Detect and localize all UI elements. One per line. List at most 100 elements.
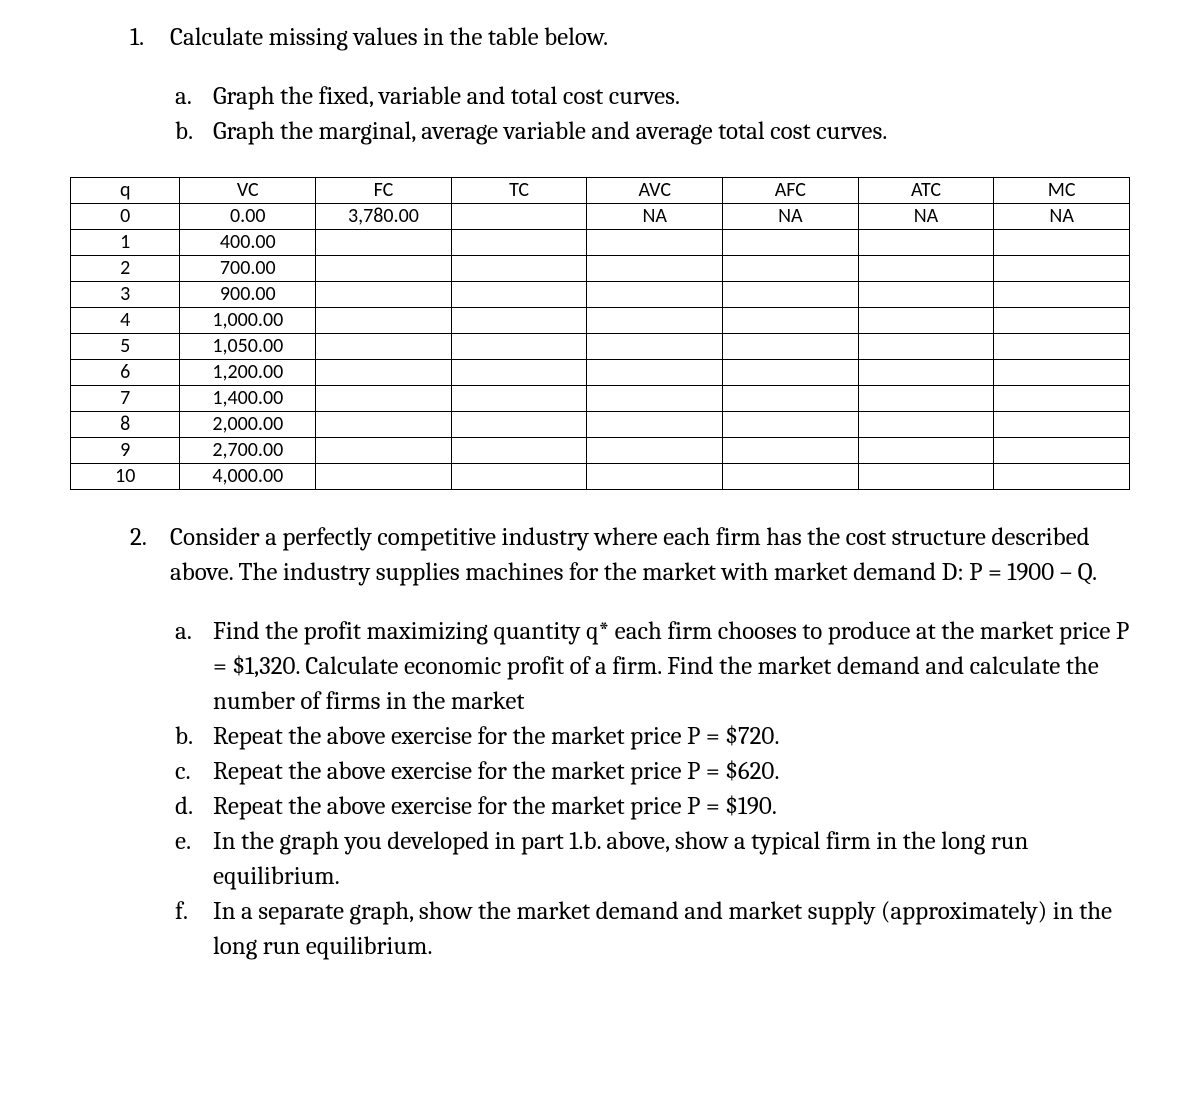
question-2-line: 2. Consider a perfectly competitive indu…	[130, 520, 1130, 590]
sub-letter: a.	[175, 614, 213, 649]
sub-text: Find the profit maximizing quantity q* e…	[213, 614, 1130, 719]
sub-text: In a separate graph, show the market dem…	[213, 894, 1130, 964]
question-2-sub-b: b.Repeat the above exercise for the mark…	[175, 719, 1130, 754]
question-2-sub-d: d.Repeat the above exercise for the mark…	[175, 789, 1130, 824]
sub-letter: f.	[175, 894, 213, 929]
question-1-line: 1. Calculate missing values in the table…	[130, 20, 1130, 55]
table-cell: 700.00	[180, 256, 316, 282]
table-cell	[858, 360, 994, 386]
table-cell: 1,000.00	[180, 308, 316, 334]
table-cell: 900.00	[180, 282, 316, 308]
table-cell	[994, 334, 1130, 360]
table-cell: 3	[71, 282, 180, 308]
table-cell: NA	[858, 204, 994, 230]
question-1-sublist: a.Graph the fixed, variable and total co…	[175, 79, 1130, 149]
sub-text: Graph the marginal, average variable and…	[213, 114, 1130, 149]
table-row: 2700.00	[71, 256, 1130, 282]
table-cell	[316, 438, 452, 464]
table-cell	[858, 464, 994, 490]
table-cell	[587, 464, 723, 490]
table-row: 71,400.00	[71, 386, 1130, 412]
table-cell	[587, 412, 723, 438]
question-2-sub-a: a.Find the profit maximizing quantity q*…	[175, 614, 1130, 719]
table-cell	[858, 334, 994, 360]
table-header-cell: FC	[316, 178, 452, 204]
table-cell	[587, 256, 723, 282]
table-cell: 8	[71, 412, 180, 438]
question-2-number: 2.	[130, 520, 170, 555]
table-cell: 6	[71, 360, 180, 386]
sub-letter: d.	[175, 789, 213, 824]
table-cell: 0	[71, 204, 180, 230]
table-cell	[587, 282, 723, 308]
table-cell: 0.00	[180, 204, 316, 230]
table-cell	[994, 308, 1130, 334]
table-cell: 10	[71, 464, 180, 490]
sub-text: Repeat the above exercise for the market…	[213, 789, 1130, 824]
table-cell	[723, 308, 859, 334]
table-cell	[316, 412, 452, 438]
table-cell	[723, 412, 859, 438]
table-cell	[451, 204, 587, 230]
table-header-cell: AFC	[723, 178, 859, 204]
table-cell: NA	[587, 204, 723, 230]
sub-letter: e.	[175, 824, 213, 859]
table-cell	[994, 360, 1130, 386]
question-1-text: Calculate missing values in the table be…	[170, 20, 1130, 55]
table-cell	[723, 334, 859, 360]
table-cell	[451, 386, 587, 412]
table-cell	[994, 464, 1130, 490]
table-cell	[723, 256, 859, 282]
table-cell	[994, 386, 1130, 412]
table-cell	[994, 412, 1130, 438]
table-cell	[316, 256, 452, 282]
table-header-cell: ATC	[858, 178, 994, 204]
table-cell: NA	[994, 204, 1130, 230]
table-header-cell: AVC	[587, 178, 723, 204]
sub-letter: b.	[175, 719, 213, 754]
table-cell: 2	[71, 256, 180, 282]
table-cell	[858, 282, 994, 308]
table-cell	[451, 334, 587, 360]
table-cell	[858, 308, 994, 334]
table-cell	[994, 282, 1130, 308]
table-header-cell: TC	[451, 178, 587, 204]
table-row: 00.003,780.00NANANANA	[71, 204, 1130, 230]
table-cell	[858, 386, 994, 412]
question-1-sub-b: b.Graph the marginal, average variable a…	[175, 114, 1130, 149]
table-cell	[587, 230, 723, 256]
question-2-sub-e: e.In the graph you developed in part 1.b…	[175, 824, 1130, 894]
table-cell	[587, 438, 723, 464]
table-cell	[723, 438, 859, 464]
table-cell	[723, 230, 859, 256]
sub-letter: b.	[175, 114, 213, 149]
sub-text: In the graph you developed in part 1.b. …	[213, 824, 1130, 894]
table-cell: 2,700.00	[180, 438, 316, 464]
table-row: 41,000.00	[71, 308, 1130, 334]
table-cell	[316, 360, 452, 386]
table-cell	[451, 360, 587, 386]
table-header-row: qVCFCTCAVCAFCATCMC	[71, 178, 1130, 204]
table-cell	[451, 230, 587, 256]
table-cell	[451, 464, 587, 490]
table-row: 82,000.00	[71, 412, 1130, 438]
table-cell	[858, 256, 994, 282]
cost-table: qVCFCTCAVCAFCATCMC 00.003,780.00NANANANA…	[70, 177, 1130, 490]
table-cell	[994, 438, 1130, 464]
table-cell	[316, 464, 452, 490]
table-cell: 3,780.00	[316, 204, 452, 230]
table-cell	[587, 334, 723, 360]
table-cell	[858, 230, 994, 256]
question-2: 2. Consider a perfectly competitive indu…	[70, 520, 1130, 964]
sub-text: Repeat the above exercise for the market…	[213, 754, 1130, 789]
question-2-intro: Consider a perfectly competitive industr…	[170, 520, 1130, 590]
question-1-sub-a: a.Graph the fixed, variable and total co…	[175, 79, 1130, 114]
table-cell	[451, 308, 587, 334]
table-row: 61,200.00	[71, 360, 1130, 386]
page: 1. Calculate missing values in the table…	[0, 0, 1200, 1032]
table-row: 92,700.00	[71, 438, 1130, 464]
table-cell	[723, 464, 859, 490]
table-cell	[858, 438, 994, 464]
table-cell	[316, 308, 452, 334]
table-header-cell: MC	[994, 178, 1130, 204]
